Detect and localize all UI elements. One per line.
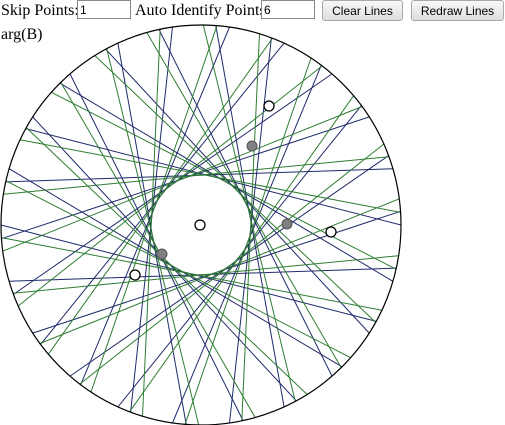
chord-line-green	[51, 92, 396, 269]
points-layer	[130, 101, 336, 280]
chord-line-green	[48, 38, 272, 354]
chord-line-green	[61, 82, 255, 417]
open-point[interactable]	[195, 220, 205, 230]
chord-line-green	[185, 58, 311, 424]
open-point[interactable]	[264, 101, 274, 111]
canvas-label: arg(B)	[1, 26, 42, 44]
chord-line-green	[3, 107, 362, 252]
chord-line-green	[107, 49, 199, 425]
open-point[interactable]	[130, 270, 140, 280]
filled-point[interactable]	[157, 249, 167, 259]
chord-line-green	[3, 157, 389, 195]
filled-point[interactable]	[282, 219, 292, 229]
chord-line-green	[147, 33, 341, 368]
filled-point[interactable]	[247, 141, 257, 151]
chord-line-green	[13, 256, 399, 294]
chord-line-green	[203, 25, 295, 401]
open-point[interactable]	[326, 227, 336, 237]
chord-line-green	[6, 181, 351, 358]
chord-line-green	[91, 26, 217, 392]
chord-line-green	[40, 199, 399, 344]
